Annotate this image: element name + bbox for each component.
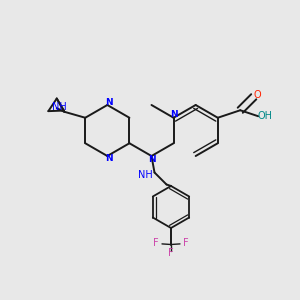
Text: NH: NH [52, 102, 67, 112]
Text: N: N [148, 154, 155, 164]
Text: F: F [183, 238, 189, 248]
Text: NH: NH [138, 170, 153, 180]
Text: OH: OH [257, 111, 272, 121]
Text: O: O [254, 90, 262, 100]
Text: F: F [168, 248, 174, 258]
Text: N: N [105, 98, 112, 107]
Text: F: F [153, 238, 159, 248]
Text: N: N [170, 110, 177, 119]
Text: N: N [105, 154, 112, 163]
